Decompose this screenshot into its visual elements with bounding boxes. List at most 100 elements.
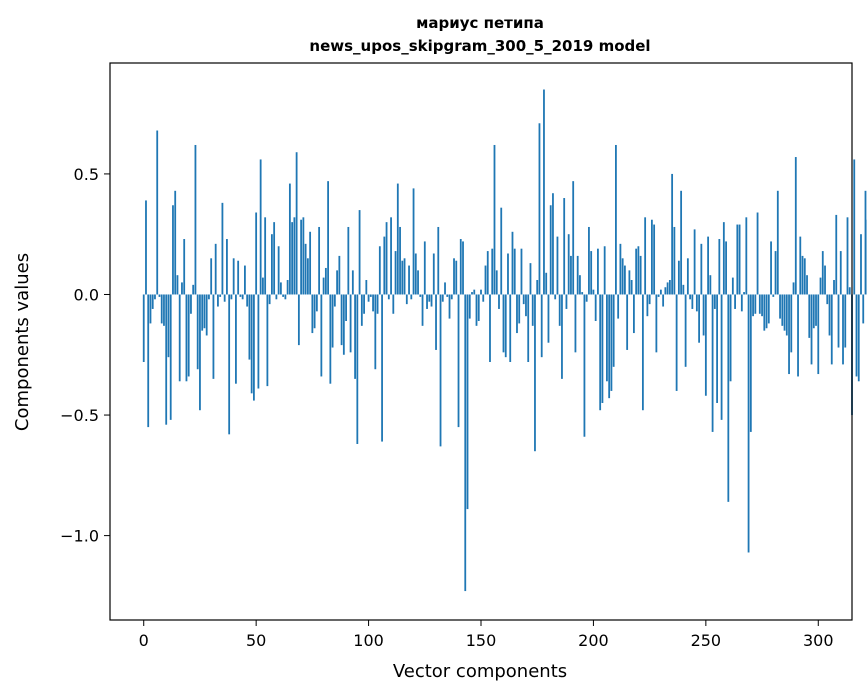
bar-30 bbox=[210, 258, 213, 295]
bar-86 bbox=[336, 270, 338, 295]
bar-220 bbox=[637, 246, 640, 295]
bar-249 bbox=[702, 294, 705, 336]
bar-58 bbox=[273, 222, 276, 295]
bar-71 bbox=[302, 217, 305, 295]
bar-311 bbox=[842, 294, 844, 365]
bar-17 bbox=[181, 282, 183, 295]
bar-96 bbox=[358, 210, 361, 295]
bar-182 bbox=[552, 193, 554, 295]
bar-300 bbox=[817, 294, 820, 375]
bar-40 bbox=[232, 258, 235, 295]
bar-48 bbox=[250, 294, 253, 394]
bar-268 bbox=[745, 217, 748, 295]
bar-144 bbox=[466, 294, 469, 510]
bar-147 bbox=[473, 289, 476, 295]
bar-273 bbox=[756, 212, 759, 295]
bar-229 bbox=[657, 294, 660, 297]
bar-118 bbox=[408, 265, 410, 295]
y-axis-label: Components values bbox=[12, 253, 33, 431]
bar-288 bbox=[790, 294, 793, 353]
bar-129 bbox=[432, 253, 435, 295]
x-tick-label: 200 bbox=[578, 631, 609, 650]
bar-133 bbox=[441, 294, 444, 302]
bar-107 bbox=[383, 236, 386, 295]
bar-225 bbox=[648, 294, 651, 305]
bar-260 bbox=[727, 294, 730, 502]
bar-304 bbox=[826, 294, 829, 305]
bar-69 bbox=[297, 294, 300, 346]
bar-104 bbox=[376, 294, 379, 314]
bar-169 bbox=[522, 294, 525, 305]
bar-159 bbox=[500, 207, 503, 295]
bar-251 bbox=[707, 236, 709, 295]
bar-233 bbox=[666, 282, 669, 295]
bar-56 bbox=[268, 294, 271, 305]
bar-282 bbox=[776, 190, 779, 295]
bar-62 bbox=[282, 294, 285, 297]
bar-221 bbox=[639, 255, 642, 295]
bar-255 bbox=[716, 294, 718, 403]
bar-80 bbox=[322, 277, 325, 295]
bar-299 bbox=[815, 294, 817, 326]
bar-181 bbox=[549, 205, 552, 295]
bar-286 bbox=[785, 294, 788, 336]
bar-171 bbox=[527, 294, 530, 362]
bar-139 bbox=[455, 260, 458, 295]
bar-76 bbox=[313, 294, 316, 329]
bar-140 bbox=[457, 294, 460, 428]
bar-173 bbox=[531, 294, 534, 326]
bar-180 bbox=[547, 294, 550, 343]
bar-244 bbox=[691, 294, 694, 309]
bar-35 bbox=[221, 202, 224, 295]
bar-257 bbox=[720, 294, 723, 420]
bar-55 bbox=[266, 294, 269, 387]
bar-279 bbox=[770, 241, 772, 295]
bar-224 bbox=[646, 294, 649, 317]
bar-132 bbox=[439, 294, 442, 447]
bar-119 bbox=[410, 294, 413, 300]
bar-114 bbox=[399, 226, 401, 295]
bar-97 bbox=[360, 294, 363, 326]
bar-297 bbox=[810, 294, 813, 365]
bar-59 bbox=[275, 294, 278, 300]
bar-146 bbox=[471, 292, 473, 295]
bar-305 bbox=[828, 294, 831, 336]
bar-186 bbox=[561, 294, 563, 379]
bar-32 bbox=[214, 243, 217, 295]
bar-7 bbox=[158, 294, 161, 297]
bar-238 bbox=[677, 260, 680, 295]
bar-189 bbox=[567, 234, 570, 295]
bar-111 bbox=[392, 294, 395, 314]
bar-228 bbox=[655, 294, 658, 353]
bar-295 bbox=[806, 275, 808, 295]
bar-125 bbox=[423, 241, 426, 295]
bar-253 bbox=[711, 294, 714, 432]
bar-205 bbox=[603, 246, 606, 295]
bar-213 bbox=[621, 258, 624, 295]
bar-64 bbox=[286, 280, 289, 295]
bar-239 bbox=[680, 190, 683, 295]
bar-201 bbox=[594, 294, 597, 321]
bar-142 bbox=[462, 241, 464, 295]
plot-area-frame bbox=[109, 62, 853, 621]
bar-134 bbox=[444, 282, 446, 295]
bar-320 bbox=[862, 294, 865, 324]
bar-316 bbox=[853, 159, 856, 295]
bar-306 bbox=[830, 294, 833, 365]
bar-100 bbox=[367, 294, 370, 302]
bar-265 bbox=[738, 224, 741, 295]
bar-258 bbox=[722, 222, 725, 295]
bar-206 bbox=[606, 294, 608, 382]
bar-24 bbox=[196, 294, 199, 370]
bar-294 bbox=[803, 258, 806, 295]
bar-179 bbox=[545, 272, 548, 295]
bar-277 bbox=[765, 294, 768, 329]
bar-65 bbox=[288, 183, 291, 295]
bar-45 bbox=[244, 265, 246, 295]
y-tick-label: −0.5 bbox=[60, 406, 99, 425]
bar-164 bbox=[511, 231, 514, 295]
bar-247 bbox=[698, 294, 700, 343]
bar-10 bbox=[165, 294, 168, 425]
bar-68 bbox=[295, 152, 298, 295]
bar-120 bbox=[412, 188, 415, 295]
